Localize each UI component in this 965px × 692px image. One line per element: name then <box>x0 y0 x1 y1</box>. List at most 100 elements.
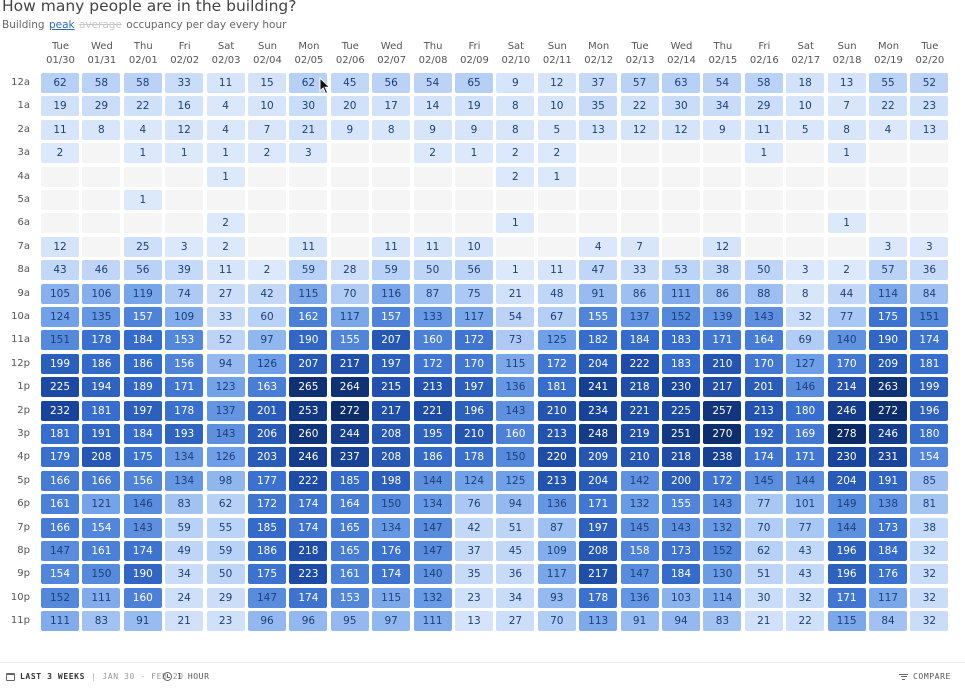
heatmap-cell[interactable] <box>662 166 700 187</box>
heatmap-cell[interactable]: 178 <box>165 400 204 421</box>
heatmap-cell[interactable]: 21 <box>289 119 328 140</box>
heatmap-cell[interactable]: 23 <box>910 96 949 117</box>
heatmap-cell[interactable]: 12 <box>703 236 742 257</box>
heatmap-cell[interactable]: 156 <box>123 470 162 491</box>
heatmap-cell[interactable]: 13 <box>827 73 866 93</box>
heatmap-cell[interactable] <box>455 213 493 234</box>
heatmap-cell[interactable]: 186 <box>413 447 452 468</box>
heatmap-cell[interactable]: 59 <box>165 517 204 538</box>
heatmap-cell[interactable]: 126 <box>248 353 286 374</box>
heatmap-cell[interactable]: 52 <box>910 73 949 93</box>
heatmap-cell[interactable]: 156 <box>165 353 204 374</box>
heatmap-cell[interactable] <box>786 236 825 257</box>
heatmap-cell[interactable]: 139 <box>703 307 742 327</box>
heatmap-cell[interactable] <box>579 190 618 210</box>
heatmap-cell[interactable]: 51 <box>744 564 783 585</box>
heatmap-cell[interactable] <box>703 143 742 164</box>
heatmap-cell[interactable]: 217 <box>330 353 369 374</box>
heatmap-cell[interactable]: 117 <box>869 587 907 608</box>
heatmap-cell[interactable]: 13 <box>910 119 949 140</box>
date-range-selector[interactable]: LAST 3 WEEKS | JAN 30 - FEB 20 <box>6 672 184 681</box>
heatmap-cell[interactable] <box>496 236 535 257</box>
heatmap-cell[interactable]: 153 <box>330 587 369 608</box>
heatmap-cell[interactable]: 208 <box>82 447 121 468</box>
heatmap-cell[interactable]: 2 <box>206 213 245 234</box>
heatmap-cell[interactable]: 94 <box>206 353 245 374</box>
heatmap-cell[interactable]: 27 <box>496 611 535 632</box>
heatmap-cell[interactable]: 210 <box>537 400 576 421</box>
heatmap-cell[interactable]: 171 <box>579 494 618 515</box>
heatmap-cell[interactable]: 34 <box>165 564 204 585</box>
heatmap-cell[interactable]: 181 <box>910 353 949 374</box>
heatmap-cell[interactable] <box>537 236 576 257</box>
heatmap-cell[interactable]: 50 <box>744 260 783 281</box>
heatmap-cell[interactable]: 10 <box>537 96 576 117</box>
heatmap-cell[interactable] <box>869 143 907 164</box>
heatmap-cell[interactable]: 186 <box>82 353 121 374</box>
heatmap-cell[interactable]: 162 <box>289 307 328 327</box>
heatmap-cell[interactable]: 5 <box>786 119 825 140</box>
heatmap-cell[interactable]: 134 <box>413 494 452 515</box>
heatmap-cell[interactable]: 196 <box>455 400 493 421</box>
heatmap-cell[interactable]: 22 <box>620 96 659 117</box>
heatmap-cell[interactable]: 52 <box>206 330 245 351</box>
heatmap-cell[interactable] <box>330 236 369 257</box>
heatmap-cell[interactable]: 270 <box>703 424 742 444</box>
heatmap-cell[interactable]: 105 <box>41 283 79 304</box>
heatmap-cell[interactable]: 34 <box>703 96 742 117</box>
heatmap-cell[interactable]: 101 <box>786 494 825 515</box>
heatmap-cell[interactable] <box>372 213 411 234</box>
heatmap-cell[interactable]: 58 <box>744 73 783 93</box>
heatmap-cell[interactable]: 55 <box>206 517 245 538</box>
heatmap-cell[interactable]: 237 <box>330 447 369 468</box>
heatmap-cell[interactable]: 29 <box>82 96 121 117</box>
heatmap-cell[interactable] <box>248 213 286 234</box>
heatmap-cell[interactable]: 10 <box>455 236 493 257</box>
heatmap-cell[interactable]: 12 <box>537 73 576 93</box>
heatmap-cell[interactable]: 125 <box>537 330 576 351</box>
interval-selector[interactable]: 1 HOUR <box>163 672 210 681</box>
heatmap-cell[interactable]: 136 <box>537 494 576 515</box>
heatmap-cell[interactable] <box>41 190 79 210</box>
heatmap-cell[interactable]: 43 <box>786 541 825 561</box>
heatmap-cell[interactable]: 67 <box>537 307 576 327</box>
heatmap-cell[interactable]: 192 <box>744 424 783 444</box>
heatmap-cell[interactable]: 143 <box>662 517 700 538</box>
heatmap-cell[interactable]: 147 <box>620 564 659 585</box>
heatmap-cell[interactable]: 111 <box>82 587 121 608</box>
heatmap-cell[interactable]: 2 <box>827 260 866 281</box>
heatmap-cell[interactable] <box>289 166 328 187</box>
heatmap-cell[interactable]: 57 <box>869 260 907 281</box>
heatmap-cell[interactable]: 11 <box>41 119 79 140</box>
heatmap-cell[interactable]: 8 <box>372 119 411 140</box>
heatmap-cell[interactable]: 4 <box>206 119 245 140</box>
heatmap-cell[interactable]: 3 <box>289 143 328 164</box>
heatmap-cell[interactable]: 54 <box>496 307 535 327</box>
heatmap-cell[interactable]: 213 <box>537 470 576 491</box>
heatmap-cell[interactable]: 106 <box>82 283 121 304</box>
heatmap-cell[interactable]: 117 <box>330 307 369 327</box>
heatmap-cell[interactable]: 86 <box>703 283 742 304</box>
heatmap-cell[interactable]: 154 <box>82 517 121 538</box>
heatmap-cell[interactable]: 161 <box>82 541 121 561</box>
heatmap-cell[interactable]: 152 <box>703 541 742 561</box>
heatmap-cell[interactable]: 196 <box>910 400 949 421</box>
heatmap-cell[interactable]: 184 <box>123 424 162 444</box>
heatmap-cell[interactable]: 59 <box>372 260 411 281</box>
heatmap-cell[interactable]: 124 <box>455 470 493 491</box>
heatmap-cell[interactable]: 143 <box>206 424 245 444</box>
heatmap-cell[interactable]: 1 <box>496 260 535 281</box>
heatmap-cell[interactable]: 218 <box>662 447 700 468</box>
heatmap-cell[interactable]: 181 <box>41 424 79 444</box>
heatmap-cell[interactable]: 60 <box>248 307 286 327</box>
heatmap-cell[interactable]: 77 <box>786 517 825 538</box>
heatmap-cell[interactable]: 210 <box>620 447 659 468</box>
heatmap-cell[interactable]: 2 <box>248 143 286 164</box>
heatmap-cell[interactable]: 218 <box>289 541 328 561</box>
heatmap-cell[interactable]: 171 <box>786 447 825 468</box>
heatmap-cell[interactable]: 85 <box>910 470 949 491</box>
heatmap-cell[interactable]: 1 <box>165 143 204 164</box>
heatmap-cell[interactable]: 204 <box>827 470 866 491</box>
heatmap-cell[interactable]: 75 <box>455 283 493 304</box>
heatmap-cell[interactable]: 19 <box>455 96 493 117</box>
